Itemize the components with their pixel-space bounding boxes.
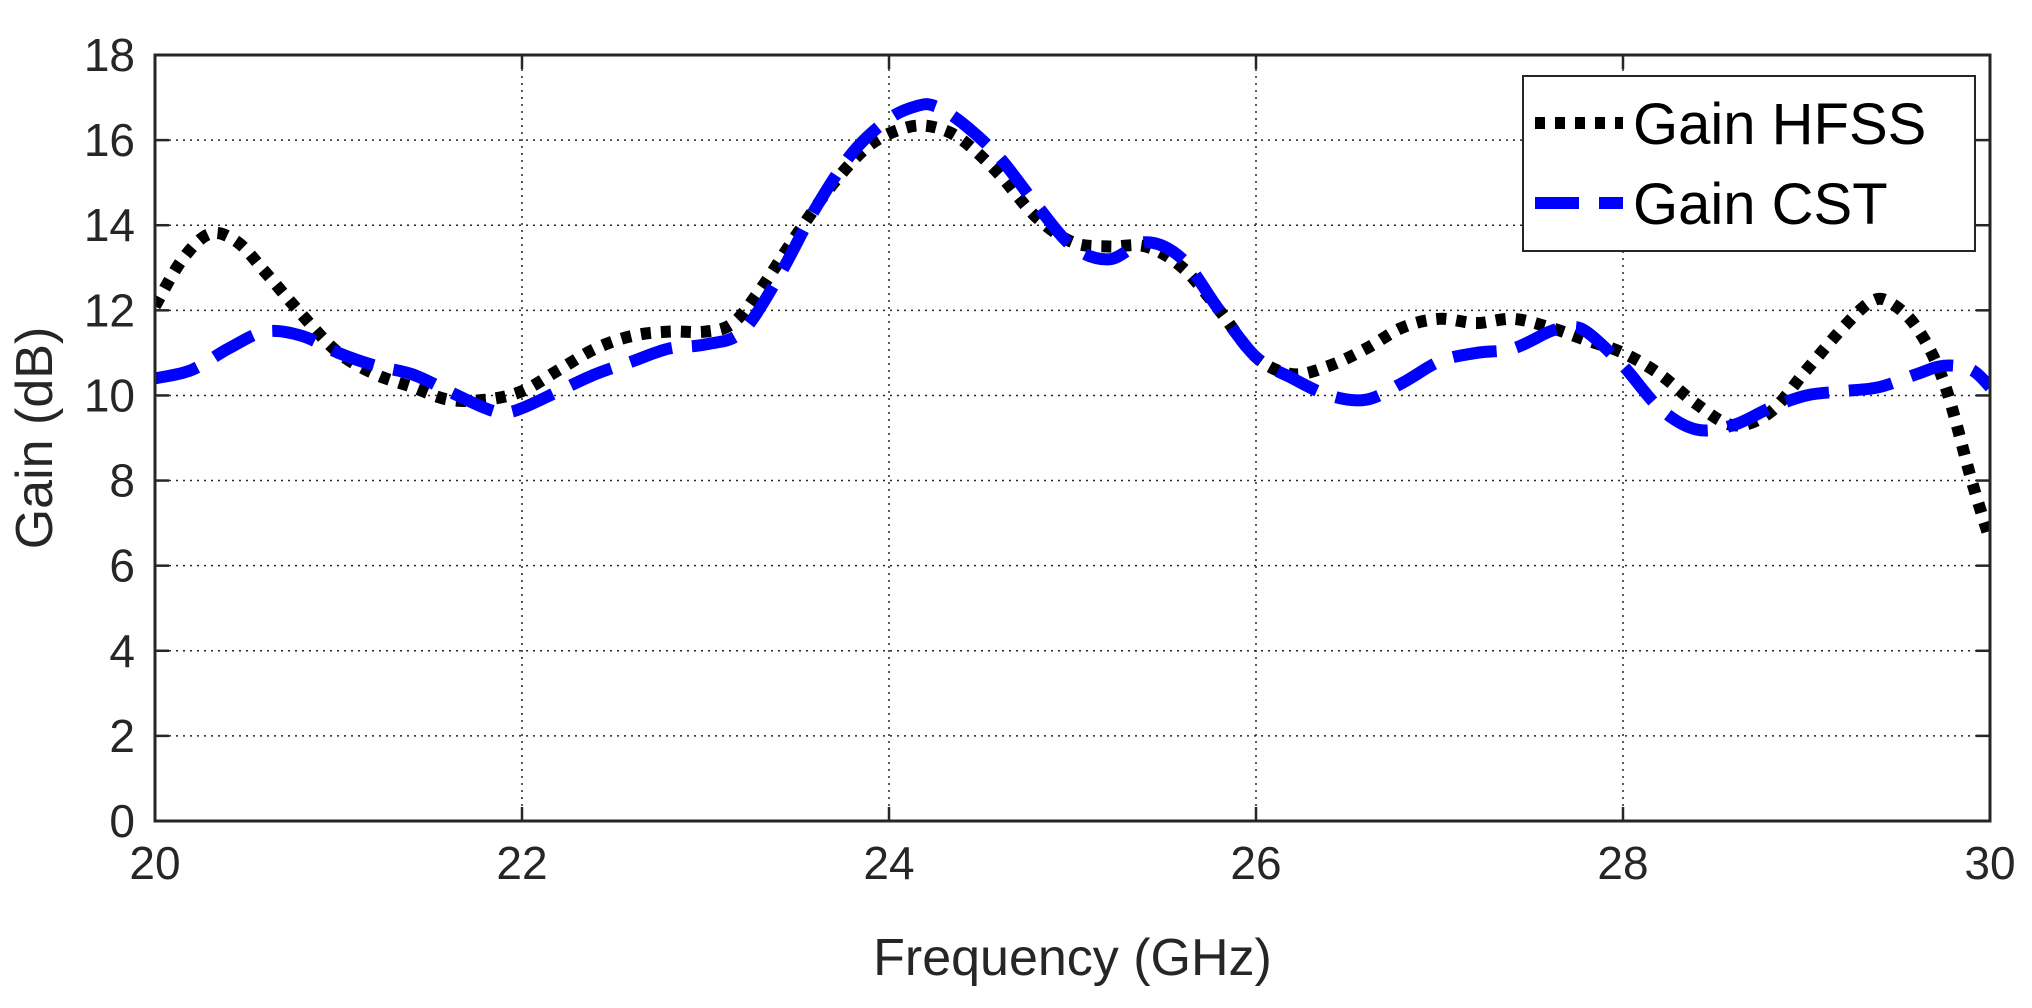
y-tick-label: 18	[84, 29, 135, 81]
y-tick-label: 2	[109, 710, 135, 762]
legend-label: Gain CST	[1633, 172, 1888, 237]
x-tick-label: 28	[1597, 837, 1648, 889]
legend-label: Gain HFSS	[1633, 92, 1926, 157]
x-tick-label: 30	[1964, 837, 2015, 889]
y-tick-label: 4	[109, 625, 135, 677]
y-tick-label: 12	[84, 284, 135, 336]
x-tick-label: 22	[496, 837, 547, 889]
y-axis-label: Gain (dB)	[6, 327, 64, 550]
y-tick-label: 8	[109, 455, 135, 507]
series-layer	[155, 98, 1990, 542]
x-tick-label: 24	[863, 837, 914, 889]
x-axis-label: Frequency (GHz)	[873, 929, 1272, 987]
legend-box	[1522, 75, 1976, 252]
x-tick-label: 20	[129, 837, 180, 889]
x-tick-label: 26	[1230, 837, 1281, 889]
y-tick-label: 16	[84, 114, 135, 166]
y-tick-label: 10	[84, 369, 135, 421]
y-tick-label: 6	[109, 540, 135, 592]
y-tick-label: 14	[84, 199, 135, 251]
x-tick-labels: 20 22 24 26 28 30	[129, 55, 2016, 889]
y-tick-label: 0	[109, 795, 135, 847]
series-line-gain-cst	[155, 98, 1990, 437]
y-tick-labels: 0 2 4 6 8 10 12 14 16 18	[84, 29, 1990, 847]
legend: Gain HFSS Gain CST	[1522, 75, 1976, 252]
plot-area-frame	[153, 53, 1992, 823]
